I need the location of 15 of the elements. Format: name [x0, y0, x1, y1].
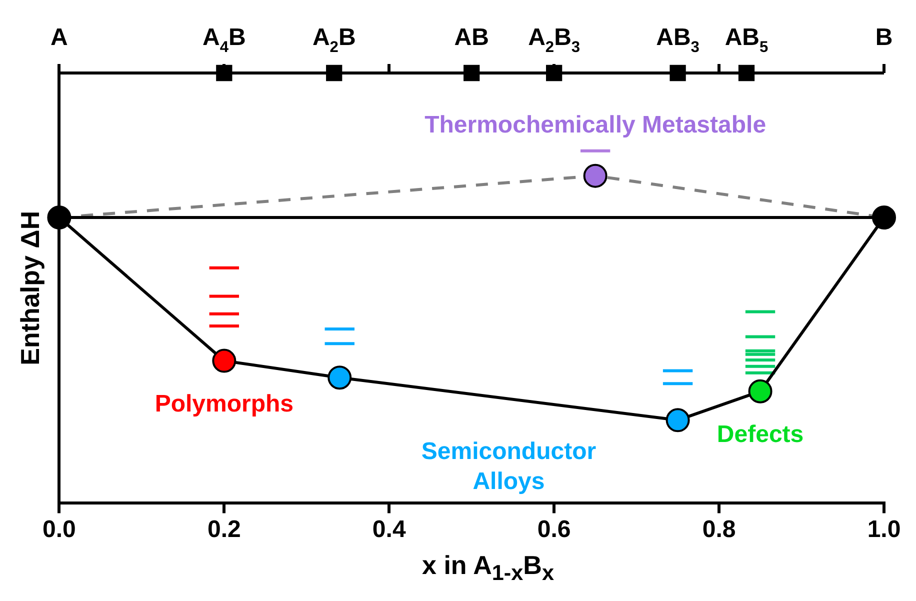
text: Semiconductor Alloys [421, 438, 596, 495]
y-axis-title: Enthalpy ΔH [14, 210, 45, 366]
x-tick-label: 0.6 [537, 516, 571, 544]
series-label: Defects [716, 420, 804, 448]
x-tick-label: 0.0 [42, 516, 76, 544]
series-label: Polymorphs [154, 390, 294, 418]
x-tick-label: 0.2 [207, 516, 241, 544]
text: A [50, 24, 68, 51]
text: B [875, 24, 893, 51]
annotation: AB [454, 24, 489, 51]
x-tick-label: 1.0 [867, 516, 901, 544]
x-axis-title: x in A$_{1-x}$B$_{x}$ [421, 550, 555, 586]
x-tick-label: 0.8 [702, 516, 736, 544]
series-label: Thermochemically Metastable [424, 111, 766, 138]
x-tick-label: 0.4 [372, 516, 406, 544]
